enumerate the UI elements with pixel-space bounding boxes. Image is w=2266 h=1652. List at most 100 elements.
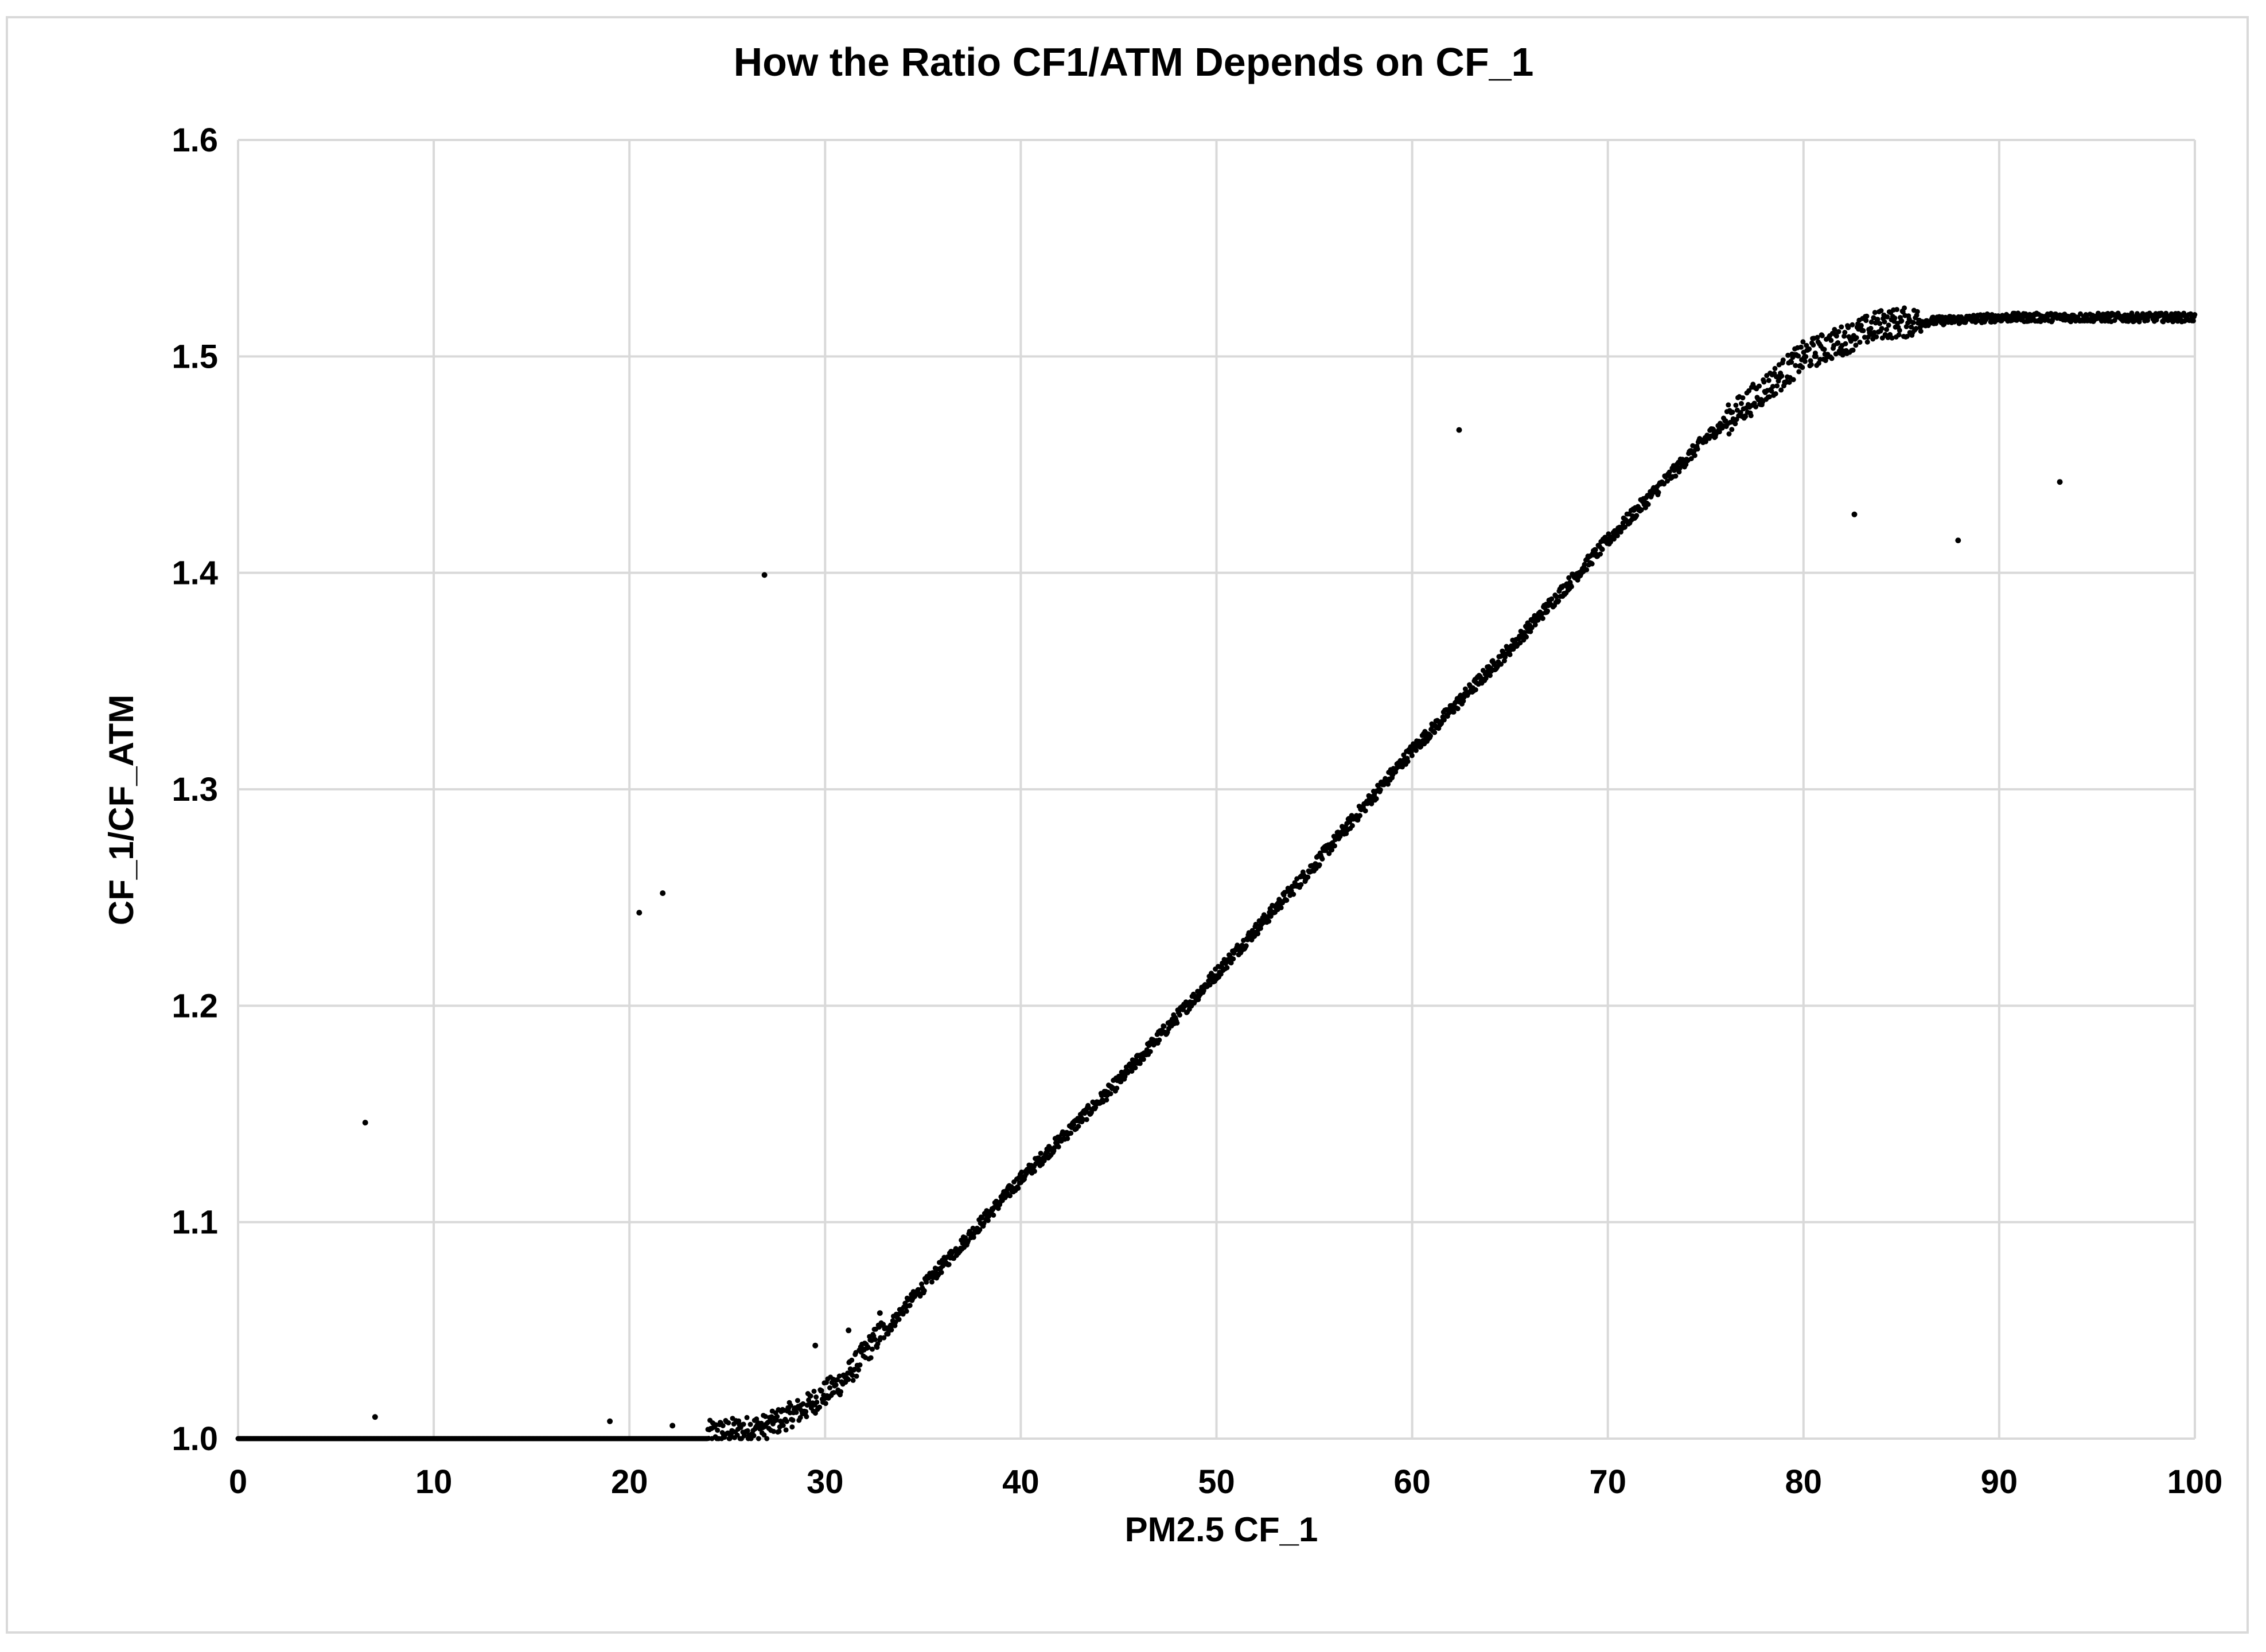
data-point [836, 1373, 842, 1379]
data-point [1593, 547, 1598, 552]
data-point [669, 1423, 676, 1429]
data-point [2129, 310, 2135, 316]
data-point [797, 1415, 803, 1420]
data-point [1114, 1085, 1120, 1091]
data-point [872, 1337, 878, 1342]
data-point [1140, 1057, 1146, 1062]
data-point [1833, 351, 1839, 357]
data-point [1766, 377, 1771, 383]
data-point [790, 1417, 796, 1423]
data-point [1716, 429, 1722, 435]
data-point [1065, 1136, 1070, 1141]
data-point [1770, 384, 1776, 389]
data-point [761, 572, 768, 578]
data-point [817, 1404, 823, 1410]
data-point [1785, 352, 1791, 358]
data-point [1528, 629, 1533, 634]
x-tick-label: 30 [807, 1463, 844, 1501]
data-point [846, 1327, 852, 1334]
x-tick-label: 60 [1393, 1463, 1431, 1501]
data-point [1835, 340, 1841, 345]
x-tick-label: 20 [611, 1463, 648, 1501]
data-point [1373, 796, 1379, 801]
y-tick-label: 1.1 [172, 1204, 218, 1241]
data-point [838, 1389, 844, 1394]
data-point [819, 1388, 824, 1393]
data-point [1851, 511, 1858, 517]
data-point [1811, 342, 1816, 348]
data-point [720, 1423, 726, 1428]
data-point [1540, 615, 1545, 621]
data-point [1362, 808, 1368, 814]
data-point [2057, 479, 2063, 485]
data-point [1253, 922, 1259, 927]
data-point [1298, 882, 1304, 887]
data-point [1808, 362, 1814, 368]
data-point [1473, 687, 1478, 692]
data-point [1843, 341, 1848, 346]
data-point [762, 1413, 768, 1419]
data-point [788, 1402, 793, 1408]
data-point [808, 1393, 813, 1399]
data-point [1878, 308, 1884, 314]
data-point [1568, 584, 1574, 590]
data-point [1038, 1151, 1044, 1156]
data-point [1854, 335, 1859, 341]
data-point [1778, 387, 1784, 393]
data-point [1909, 324, 1914, 330]
data-point [1780, 357, 1786, 363]
data-point [1517, 640, 1523, 646]
data-point [919, 1281, 924, 1287]
data-point [1104, 1097, 1109, 1103]
data-point [1853, 342, 1859, 348]
data-point [1068, 1131, 1074, 1136]
x-tick-label: 0 [229, 1463, 247, 1501]
data-point [1487, 673, 1493, 679]
data-point [1634, 513, 1640, 519]
data-point [1884, 326, 1890, 332]
data-point [854, 1373, 859, 1379]
data-point [1665, 478, 1671, 484]
data-point [2192, 312, 2198, 317]
data-point [1385, 781, 1391, 787]
chart-title: How the Ratio CF1/ATM Depends on CF_1 [734, 40, 1534, 84]
data-point [812, 1411, 818, 1416]
y-tick-label: 1.4 [172, 555, 218, 592]
data-point [852, 1366, 857, 1372]
data-point [977, 1227, 983, 1233]
data-point [1796, 353, 1801, 359]
data-point [1532, 622, 1538, 628]
data-point [1337, 833, 1343, 839]
data-point [1015, 1186, 1021, 1191]
y-tick-label: 1.5 [172, 338, 218, 375]
data-point [916, 1287, 921, 1292]
chart-frame: 0 10 20 30 40 50 60 70 80 90 100 1.0 1.1 1.2 1.3 1.4 1.5… [6, 16, 2249, 1634]
data-point [1790, 377, 1796, 383]
data-point [1132, 1065, 1138, 1071]
data-point [761, 1432, 767, 1438]
data-point [715, 1427, 721, 1433]
scatter-chart: 0 10 20 30 40 50 60 70 80 90 100 1.0 1.1 1.2 1.3 1.4 1.5… [102, 40, 2222, 1549]
data-point [1122, 1074, 1128, 1080]
data-point [1773, 391, 1778, 396]
data-point [751, 1433, 757, 1439]
data-point [1413, 747, 1419, 753]
data-point [758, 1420, 764, 1426]
data-point [1796, 369, 1802, 375]
data-point [1498, 661, 1504, 667]
data-point [1076, 1124, 1081, 1129]
data-point [1052, 1145, 1057, 1151]
data-point [1278, 905, 1284, 910]
data-point [1746, 388, 1752, 393]
y-tick-label: 1.0 [172, 1420, 218, 1458]
data-point [1177, 1012, 1182, 1018]
data-point [1231, 956, 1236, 962]
x-tick-label: 40 [1002, 1463, 1039, 1501]
x-axis-title: PM2.5 CF_1 [1125, 1510, 1318, 1549]
data-point [1461, 698, 1466, 704]
data-point [1730, 410, 1735, 415]
data-point [1842, 330, 1848, 335]
data-point [877, 1310, 883, 1316]
x-tick-label: 10 [415, 1463, 453, 1501]
data-point [1879, 326, 1885, 332]
